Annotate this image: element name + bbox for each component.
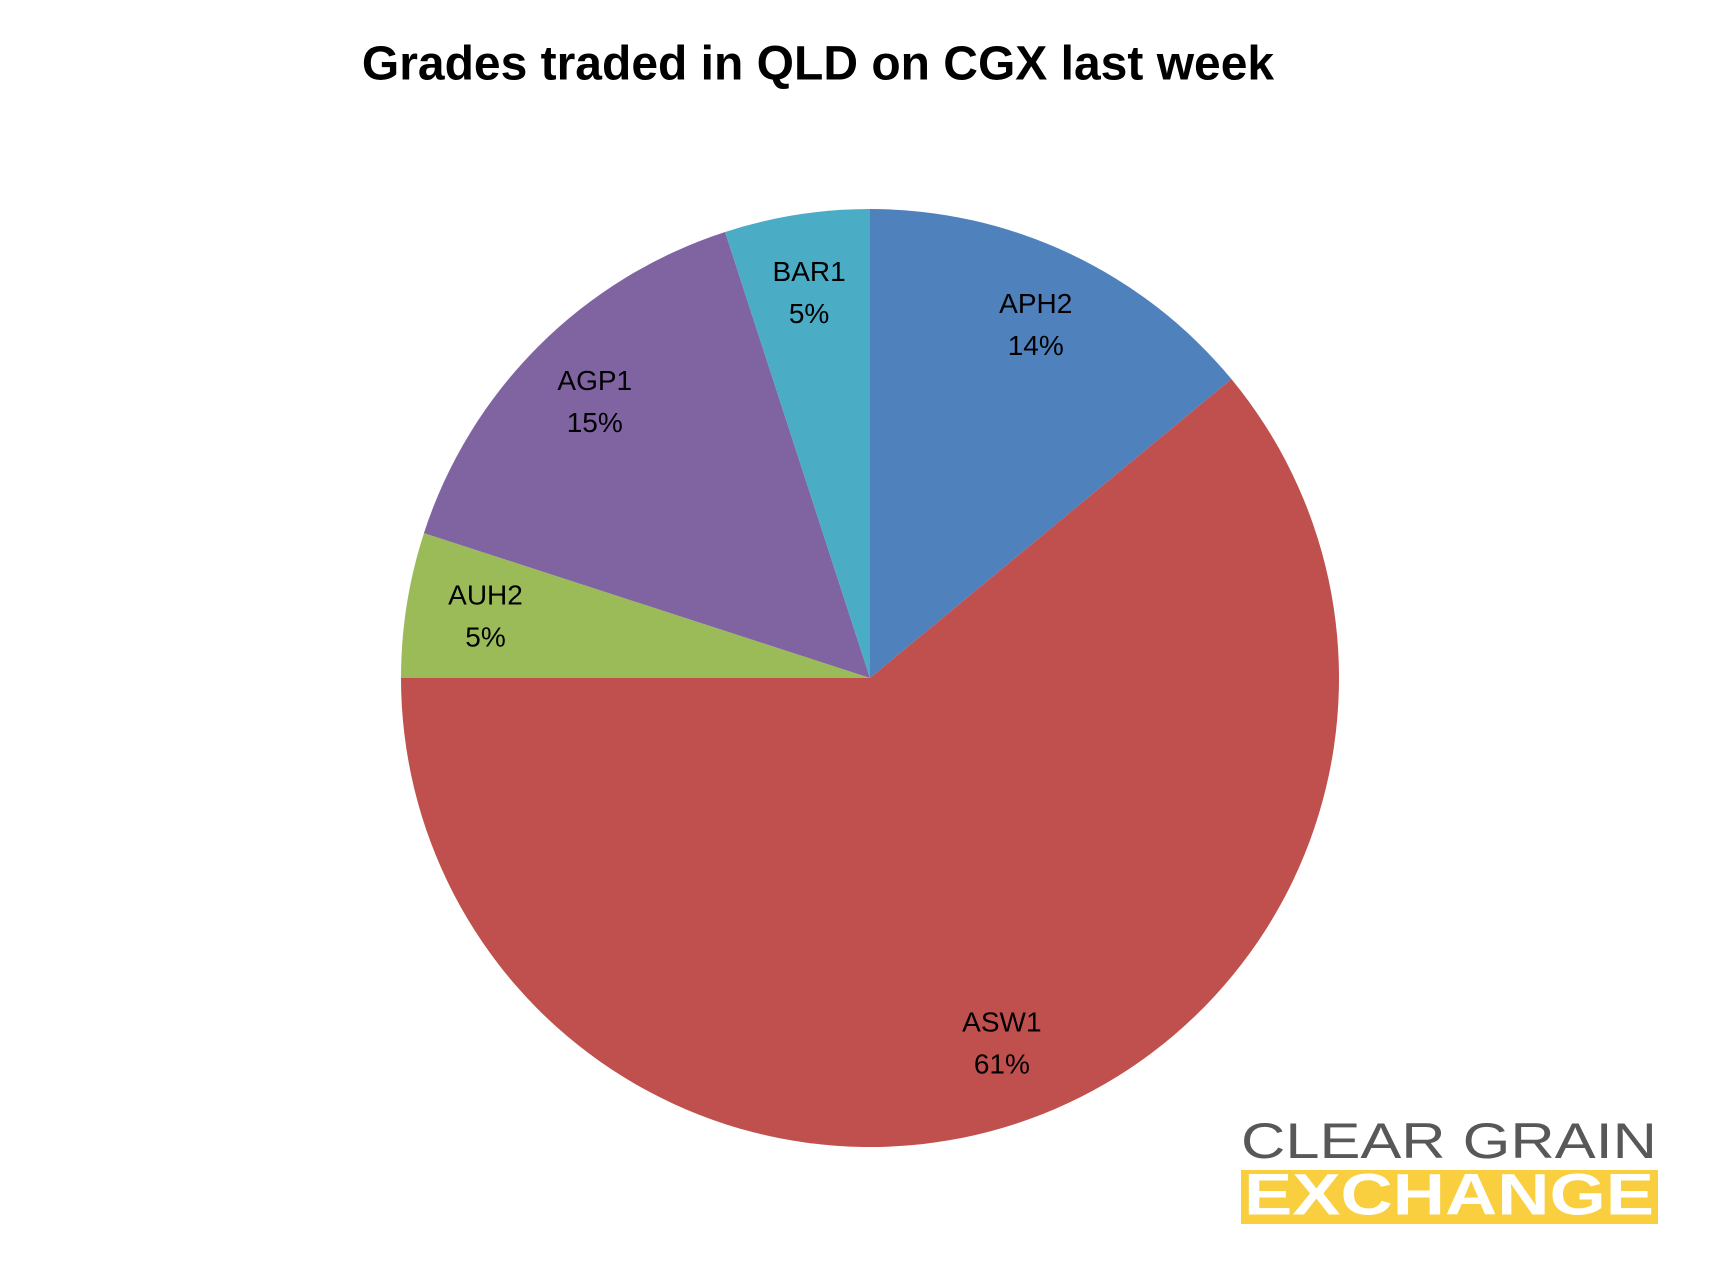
pie-slice bbox=[401, 379, 1339, 1147]
slice-category-label: APH2 bbox=[999, 288, 1072, 319]
slice-category-label: AGP1 bbox=[557, 365, 632, 396]
slice-value-label: 5% bbox=[465, 621, 505, 652]
logo-band bbox=[1241, 1170, 1658, 1224]
chart-title: Grades traded in QLD on CGX last week bbox=[362, 38, 1275, 91]
slice-value-label: 15% bbox=[567, 407, 623, 438]
slice-value-label: 5% bbox=[789, 298, 829, 329]
pie-slice bbox=[870, 209, 1232, 678]
slice-category-label: BAR1 bbox=[773, 256, 846, 287]
logo: CLEAR GRAIN EXCHANGE bbox=[1241, 1113, 1658, 1227]
pie-slice bbox=[423, 231, 870, 678]
logo-line2: EXCHANGE bbox=[1244, 1162, 1654, 1227]
pie bbox=[401, 209, 1339, 1147]
pie-slice bbox=[401, 533, 870, 678]
slice-category-label: ASW1 bbox=[962, 1007, 1041, 1038]
slice-value-label: 14% bbox=[1008, 330, 1064, 361]
pie-slice bbox=[725, 209, 870, 678]
slice-value-label: 61% bbox=[974, 1049, 1030, 1080]
logo-line1: CLEAR GRAIN bbox=[1241, 1113, 1657, 1169]
slice-category-label: AUH2 bbox=[448, 579, 523, 610]
